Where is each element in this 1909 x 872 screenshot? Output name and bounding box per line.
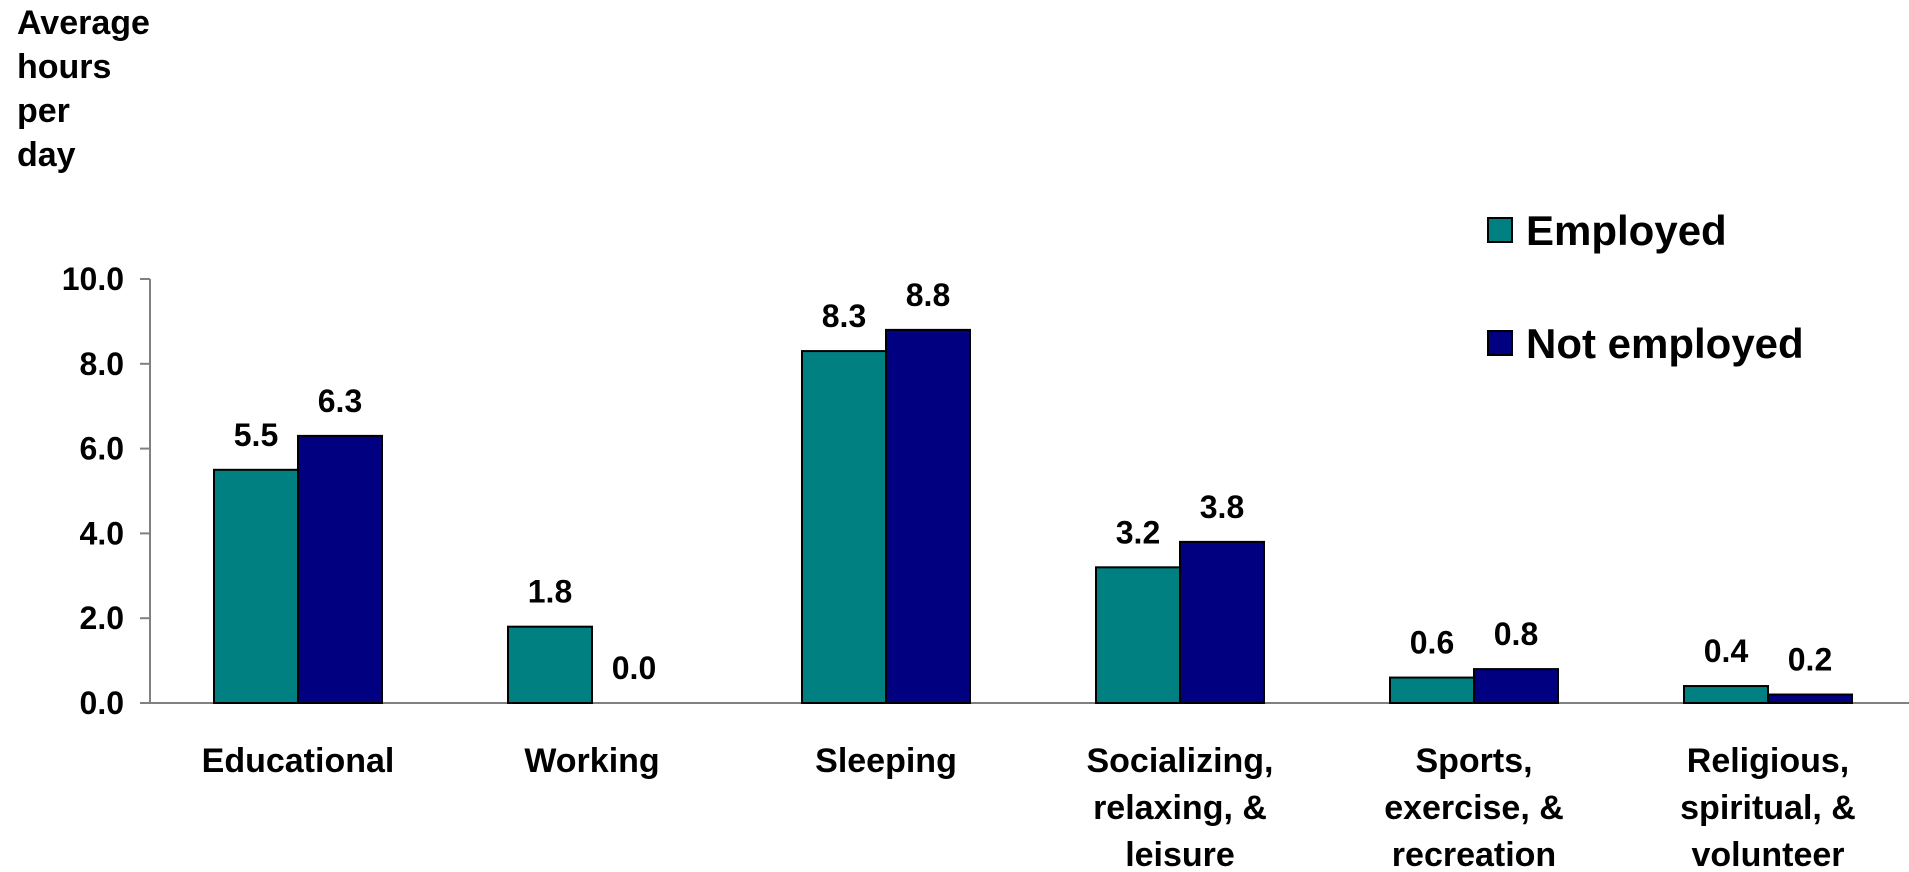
category-label: leisure <box>1125 836 1235 872</box>
data-label: 5.5 <box>234 417 278 453</box>
axes: 0.0 2.0 4.0 6.0 8.0 10.0 <box>62 261 1909 721</box>
legend-swatch <box>1487 217 1513 243</box>
y-tick-label: 0.0 <box>80 685 124 721</box>
bar-employed <box>1683 685 1769 704</box>
legend-label: Not employed <box>1526 320 1804 367</box>
legend-swatch <box>1487 330 1513 356</box>
category-label: Religious, <box>1687 742 1849 780</box>
bar-not-employed <box>1767 693 1853 705</box>
y-axis-title-line: day <box>17 136 76 174</box>
data-label: 6.3 <box>318 383 362 419</box>
bar-employed <box>1095 566 1181 704</box>
category-label: spiritual, & <box>1680 789 1856 827</box>
y-axis-label: Average hours per day <box>17 4 150 174</box>
y-tick-label: 8.0 <box>80 346 124 382</box>
data-label: 0.6 <box>1410 625 1454 661</box>
data-label: 0.8 <box>1494 616 1538 652</box>
y-axis-title-line: hours <box>17 48 111 86</box>
category-label: relaxing, & <box>1093 789 1267 827</box>
bars <box>213 328 1853 705</box>
y-tick-label: 10.0 <box>62 261 124 297</box>
category-label: Sleeping <box>815 742 957 780</box>
data-label: 8.8 <box>906 277 950 313</box>
data-label: 0.4 <box>1704 633 1749 669</box>
category-label: recreation <box>1392 836 1556 872</box>
legend: Employed Not employed <box>1487 207 1804 367</box>
bar-not-employed <box>1473 668 1559 705</box>
category-label: Sports, <box>1415 742 1532 780</box>
data-label: 3.8 <box>1200 489 1244 525</box>
y-tick-label: 4.0 <box>80 515 124 551</box>
bar-employed <box>213 468 299 704</box>
bar-employed <box>801 350 887 704</box>
category-labels: Educational Working Sleeping Socializing, re… <box>202 742 1856 872</box>
category-label: volunteer <box>1691 836 1844 872</box>
category-label: Socializing, <box>1086 742 1273 780</box>
legend-label: Employed <box>1526 207 1727 254</box>
data-label: 3.2 <box>1116 514 1160 550</box>
bar-not-employed <box>1179 540 1265 704</box>
category-label: Educational <box>202 742 395 780</box>
category-label: Working <box>524 742 659 780</box>
bar-not-employed <box>297 434 383 704</box>
data-labels: 5.5 6.3 1.8 0.0 8.3 8.8 3.2 3.8 0.6 0.8 0.4 0.2 <box>234 277 1832 686</box>
data-label: 1.8 <box>528 574 572 610</box>
category-label: exercise, & <box>1384 789 1564 827</box>
y-tick-label: 2.0 <box>80 600 124 636</box>
bar-employed <box>507 625 593 704</box>
y-tick-label: 6.0 <box>80 431 124 467</box>
bar-employed <box>1389 676 1475 704</box>
y-axis-title-line: Average <box>17 4 150 42</box>
data-label: 8.3 <box>822 298 866 334</box>
bar-not-employed <box>885 328 971 704</box>
data-label: 0.0 <box>612 650 656 686</box>
data-label: 0.2 <box>1788 642 1832 678</box>
y-axis-title-line: per <box>17 92 70 130</box>
